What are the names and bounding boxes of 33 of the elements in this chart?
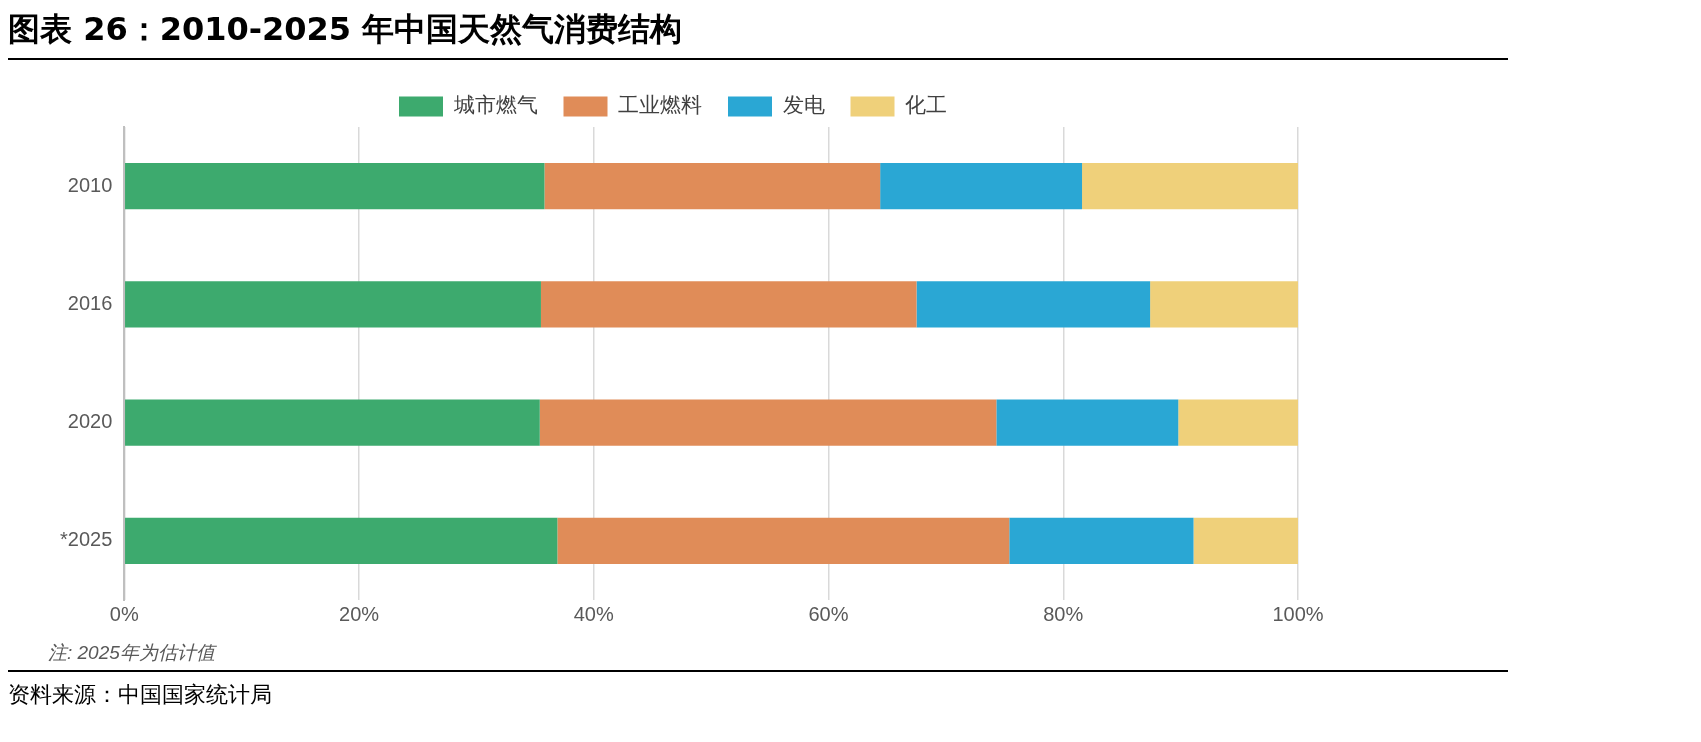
bar xyxy=(1082,163,1298,210)
y-tick-label: *2025 xyxy=(59,528,113,551)
x-tick-label: 20% xyxy=(339,602,380,625)
y-tick-label: 2010 xyxy=(67,173,113,196)
x-tick-label: 40% xyxy=(573,602,614,625)
legend-label: 工业燃料 xyxy=(618,93,702,117)
x-tick-label: 80% xyxy=(1043,602,1084,625)
chart-title: 图表 26：2010-2025 年中国天然气消费结构 xyxy=(8,8,1508,60)
y-tick-label: 2016 xyxy=(67,291,113,314)
bar xyxy=(544,163,881,210)
legend-label: 城市燃气 xyxy=(452,93,538,117)
bar xyxy=(996,399,1179,446)
bar xyxy=(125,163,545,210)
x-tick-label: 0% xyxy=(109,602,139,625)
y-tick-label: 2020 xyxy=(67,410,113,433)
bar xyxy=(880,163,1083,210)
text: 资料来源：中国国家统计局 xyxy=(8,681,273,709)
bar xyxy=(1193,517,1298,564)
text: 注: 2025年为估计值 xyxy=(8,640,1508,672)
x-tick-label: 60% xyxy=(808,602,849,625)
bar xyxy=(125,517,558,564)
bar xyxy=(125,281,541,328)
bar xyxy=(1150,281,1298,328)
bar xyxy=(1009,517,1194,564)
bar xyxy=(540,281,917,328)
legend-label: 发电 xyxy=(782,93,825,117)
bar xyxy=(539,399,997,446)
bar xyxy=(557,517,1010,564)
bar xyxy=(1178,399,1298,446)
bar xyxy=(125,399,540,446)
legend-label: 化工 xyxy=(905,93,947,117)
x-tick-label: 100% xyxy=(1272,602,1324,625)
bar xyxy=(916,281,1151,328)
